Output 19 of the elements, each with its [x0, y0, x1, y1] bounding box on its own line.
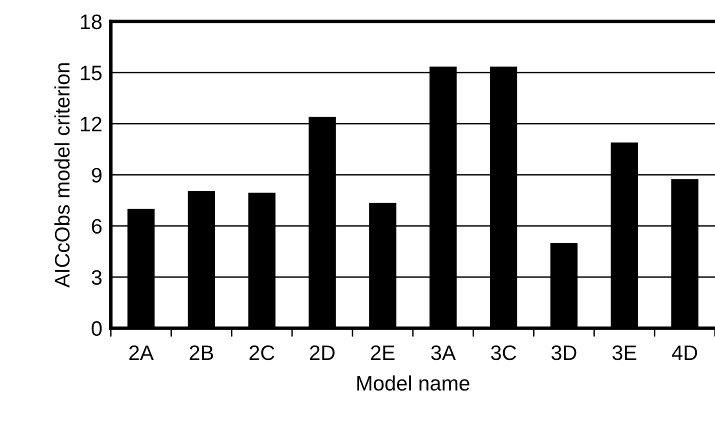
- y-axis-title: AICcObs model criterion: [54, 63, 70, 288]
- y-tick-label: 18: [80, 14, 102, 30]
- y-tick-label: 12: [80, 116, 102, 132]
- y-tick-label: 9: [92, 168, 102, 183]
- x-tick-label: 4D: [672, 346, 698, 360]
- x-tick-label: 2D: [310, 345, 335, 360]
- x-tick-label: 3C: [491, 345, 516, 360]
- x-tick-label: 2B: [190, 345, 214, 360]
- x-tick-label: 3E: [612, 345, 636, 360]
- x-tick-label: 3A: [431, 345, 456, 360]
- y-tick-label: 0: [92, 321, 102, 336]
- x-tick-label: 3D: [551, 345, 576, 360]
- x-tick-label: 2C: [250, 345, 274, 360]
- x-tick-label: 2E: [371, 345, 395, 360]
- y-tick-label: 15: [80, 66, 102, 80]
- y-tick-label: 6: [92, 218, 102, 234]
- x-axis-title: Model name: [357, 375, 470, 391]
- x-tick-label: 2A: [129, 345, 154, 360]
- y-tick-label: 3: [92, 270, 102, 285]
